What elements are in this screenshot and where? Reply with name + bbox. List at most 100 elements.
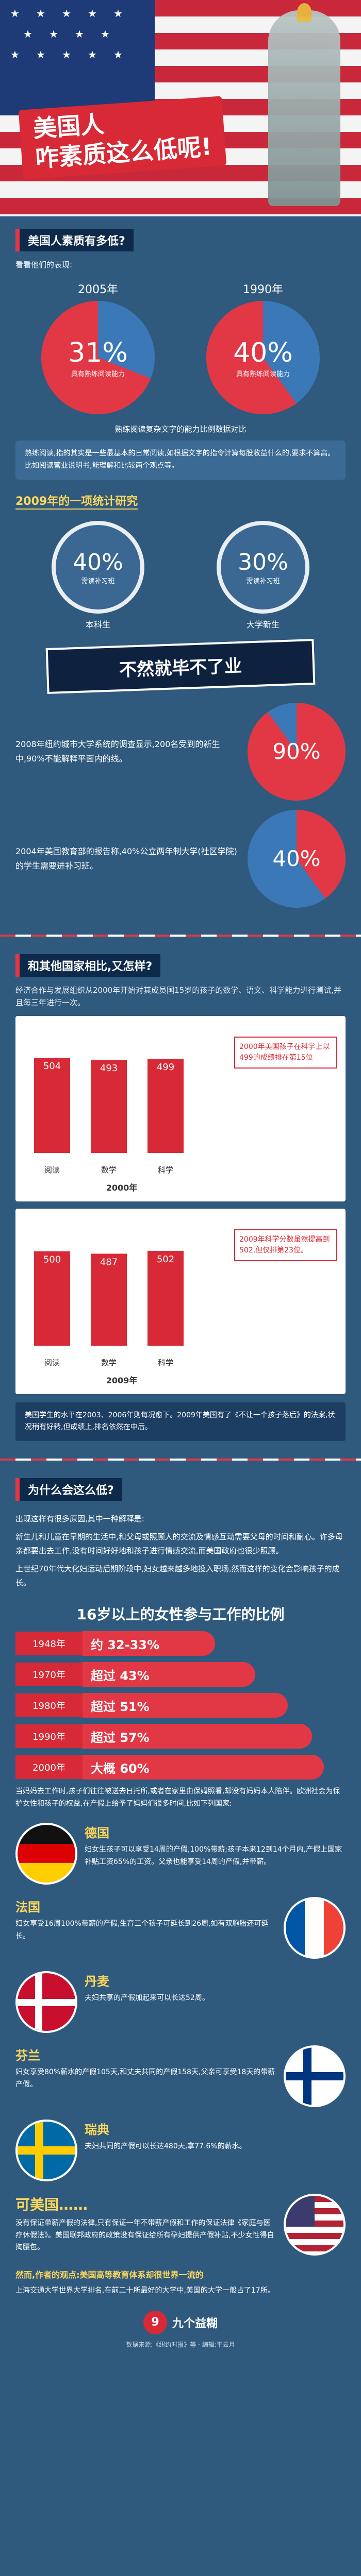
- bar-category-label: 阅读: [44, 1358, 60, 1367]
- remedial-circle: 40% 需读补习班: [52, 520, 144, 614]
- group-label: 大学新生: [246, 619, 280, 630]
- women-work-row: 1990年 超过 57%: [15, 1724, 346, 1749]
- why-text-2: 新生儿和儿童在早期的生活中,和父母或照顾人的交流及情感互动需要父母的时间和耐心。…: [15, 1532, 343, 1556]
- bar-value-label: 502: [157, 1254, 174, 1265]
- bar-category-label: 阅读: [44, 1165, 60, 1175]
- cannot-graduate-banner: 不然就毕不了业: [45, 638, 316, 694]
- bar-value-label: 499: [157, 1062, 174, 1073]
- country-text: 妇女享受16周100%带薪的产假,生育三个孩子可延长到26周,如有双胞胎还可延长…: [15, 1919, 269, 1940]
- country-name: 芬兰: [15, 2048, 40, 2063]
- country-denmark: 丹麦 夫妇共享的产假加起来可以长达52周。: [15, 1971, 346, 2033]
- sweden-flag-icon: [15, 2119, 77, 2181]
- pie-2005: 2005年 31% 具有熟练阅读能力: [39, 280, 157, 414]
- star-icon: ★: [62, 7, 71, 20]
- country-text: 妇女生孩子可以享受14周的产假,100%带薪;孩子本来12到14个月内,产假上国…: [85, 1845, 342, 1866]
- country-body: 丹麦 夫妇共享的产假加起来可以长达52周。: [85, 1971, 346, 2005]
- section-divider: [0, 1459, 361, 1461]
- star-icon: ★: [88, 48, 97, 61]
- country-france: 法国 妇女享受16周100%带薪的产假,生育三个孩子可延长到26周,如有双胞胎还…: [15, 1896, 346, 1959]
- pie-year: 2005年: [78, 283, 118, 296]
- credits: 数据来源:《纽约时报》等 · 编辑:平云月: [126, 2341, 235, 2348]
- pie-disc: 40% 具有熟练阅读能力: [206, 301, 320, 414]
- bar: [34, 1251, 70, 1346]
- remedial-percent: 40%: [73, 549, 123, 575]
- women-work-row: 2000年 大概 60%: [15, 1755, 346, 1780]
- remedial-label: 需读补习班: [246, 577, 280, 585]
- statue-of-liberty-illustration: [268, 3, 340, 206]
- ranking-text: 上海交通大学世界大学排名,在前二十所最好的大学中,美国的大学一般占了17所。: [15, 2286, 275, 2295]
- bar-category-label: 科学: [158, 1358, 173, 1367]
- women-work-year: 1970年: [15, 1663, 83, 1687]
- pisa-2009-chart: 500 阅读 487 数学 502 科学 2009年 2009年科学分数虽然提高到502,…: [15, 1208, 346, 1394]
- chart-note: 2000年美国孩子在科学上以499的成绩排在第15位: [234, 1036, 337, 1069]
- reading-pie-row: 2005年 31% 具有熟练阅读能力 1990年 40% 具有熟练阅读能力: [15, 280, 346, 414]
- bar-category-label: 数学: [101, 1358, 117, 1367]
- country-text: 夫妇共同的产假可以长达480天,拿77.6%的薪水。: [85, 2142, 247, 2150]
- section-why: 为什么会这么低? 出现这样有很多原因,其中一种解释是: 新生儿和儿童在早期的生活…: [0, 1466, 361, 2372]
- women-work-row: 1948年约 32-33%: [15, 1631, 346, 1656]
- star-icon: ★: [62, 48, 71, 61]
- chart-note: 2009年科学分数虽然提高到502,但仅排第23位。: [234, 1229, 337, 1261]
- country-germany: 德国 妇女生孩子可以享受14周的产假,100%带薪;孩子本来12到14个月内,产…: [15, 1822, 346, 1885]
- star-icon: ★: [10, 48, 20, 61]
- section-title: 和其他国家相比,又怎样?: [15, 954, 161, 977]
- reading-note: 熟练阅读,指的其实是一些最基本的日常阅读,如根据文字的指令计算每股收益什么的,要…: [15, 440, 346, 480]
- pie-label: 具有熟练阅读能力: [236, 370, 290, 378]
- hero-banner: ★ ★ ★ ★ ★ ★ ★ ★ ★ ★ ★ ★ ★ ★ 美国人 咋素质这么低呢!: [0, 0, 361, 216]
- pisa-2000-svg: 504 阅读 493 数学 499 科学: [34, 1057, 184, 1175]
- bar-value-label: 500: [43, 1254, 61, 1265]
- survey-heading: 2009年的一项统计研究: [15, 492, 138, 510]
- star-icon: ★: [75, 28, 84, 40]
- women-work-year: 1980年: [15, 1693, 83, 1718]
- chart-year-label: 2009年: [106, 1375, 138, 1385]
- country-name: 法国: [15, 1900, 40, 1914]
- pity-text: 没有保证带薪产假的法律,只有保证一年不带薪产假和工作的保证法律《家庭与医疗休假法…: [15, 2218, 274, 2252]
- pity-title: 可美国……: [15, 2196, 88, 2213]
- bar-value-label: 504: [43, 1061, 61, 1072]
- cc-report-text: 2004年美国教育部的报告称,40%公立两年制大学(社区学院)的学生需要进补习班…: [15, 846, 237, 871]
- country-name: 德国: [85, 1825, 109, 1840]
- finland-flag-icon: [284, 2045, 346, 2107]
- bar: [91, 1059, 127, 1153]
- chart-year-label: 2000年: [106, 1182, 138, 1193]
- star-icon: ★: [113, 48, 123, 61]
- women-work-year: 1990年: [15, 1724, 83, 1749]
- section-intro: 看看他们的表现:: [15, 260, 73, 269]
- women-work-bars: 1948年约 32-33% 1970年 超过 43% 1980年 超过 51% 1990年…: [15, 1631, 346, 1780]
- country-finland: 芬兰 妇女享受80%薪水的产假105天,和丈夫共同的产假158天,父亲可享受18…: [15, 2045, 346, 2107]
- pie-label: 具有熟练阅读能力: [71, 370, 125, 378]
- denmark-flag-icon: [15, 1971, 77, 2033]
- page: ★ ★ ★ ★ ★ ★ ★ ★ ★ ★ ★ ★ ★ ★ 美国人 咋素质这么低呢!…: [0, 0, 361, 2372]
- pie-year: 1990年: [243, 283, 283, 296]
- usa-flag-icon: [284, 2193, 346, 2256]
- country-text: 夫妇共享的产假加起来可以长达52周。: [85, 1993, 209, 2002]
- logo-name: 九个益糊: [172, 2317, 218, 2330]
- pie-percent: 31%: [68, 337, 128, 368]
- country-sweden: 瑞典 夫妇共同的产假可以长达480天,拿77.6%的薪水。: [15, 2119, 346, 2181]
- bar: [34, 1057, 70, 1153]
- bar: [147, 1058, 184, 1153]
- pisa-2009-svg: 500 阅读 487 数学 502 科学: [34, 1250, 184, 1367]
- women-work-bar: 超过 43%: [83, 1662, 256, 1687]
- remedial-percent: 30%: [238, 549, 288, 575]
- star-icon: ★: [10, 7, 20, 20]
- women-work-bar: 超过 57%: [83, 1724, 312, 1749]
- bar-value-label: 487: [100, 1257, 118, 1267]
- section-compare: 和其他国家相比,又怎样? 经济合作与发展组织从2000年开始对其成员国15岁的孩…: [0, 942, 361, 1454]
- bar: [91, 1253, 127, 1346]
- pie-caption: 熟练阅读复杂文字的能力比例数据对比: [114, 425, 247, 434]
- nyc-survey: 2008年纽约城市大学系统的调查显示,200名受到的新生中,90%不能解释平面内…: [15, 702, 346, 801]
- women-work-year: 1948年: [15, 1632, 83, 1656]
- women-work-bar: 大概 60%: [83, 1755, 324, 1780]
- torch-icon: [297, 3, 311, 22]
- country-body: 德国 妇女生孩子可以享受14周的产假,100%带薪;孩子本来12到14个月内,产…: [85, 1823, 346, 1869]
- bar-category-label: 科学: [158, 1165, 173, 1175]
- finally-text: 然而,作者的观点:美国高等教育体系却很世界一流的: [15, 2269, 204, 2280]
- why-text-1: 出现这样有很多原因,其中一种解释是:: [15, 1514, 144, 1524]
- women-work-bar: 超过 51%: [83, 1693, 288, 1718]
- pie-percent: 40%: [233, 337, 293, 368]
- remedial-row: 40% 需读补习班 本科生 30% 需读补习班 大学新生: [15, 520, 346, 630]
- grade-freshman: 30% 需读补习班 大学新生: [196, 520, 330, 630]
- women-work-desc: 当妈妈去工作时,孩子们往往被送去日托所,或者在家里由保姆照看,却没有妈妈本人陪伴…: [15, 1787, 340, 1808]
- group-label: 本科生: [85, 619, 110, 630]
